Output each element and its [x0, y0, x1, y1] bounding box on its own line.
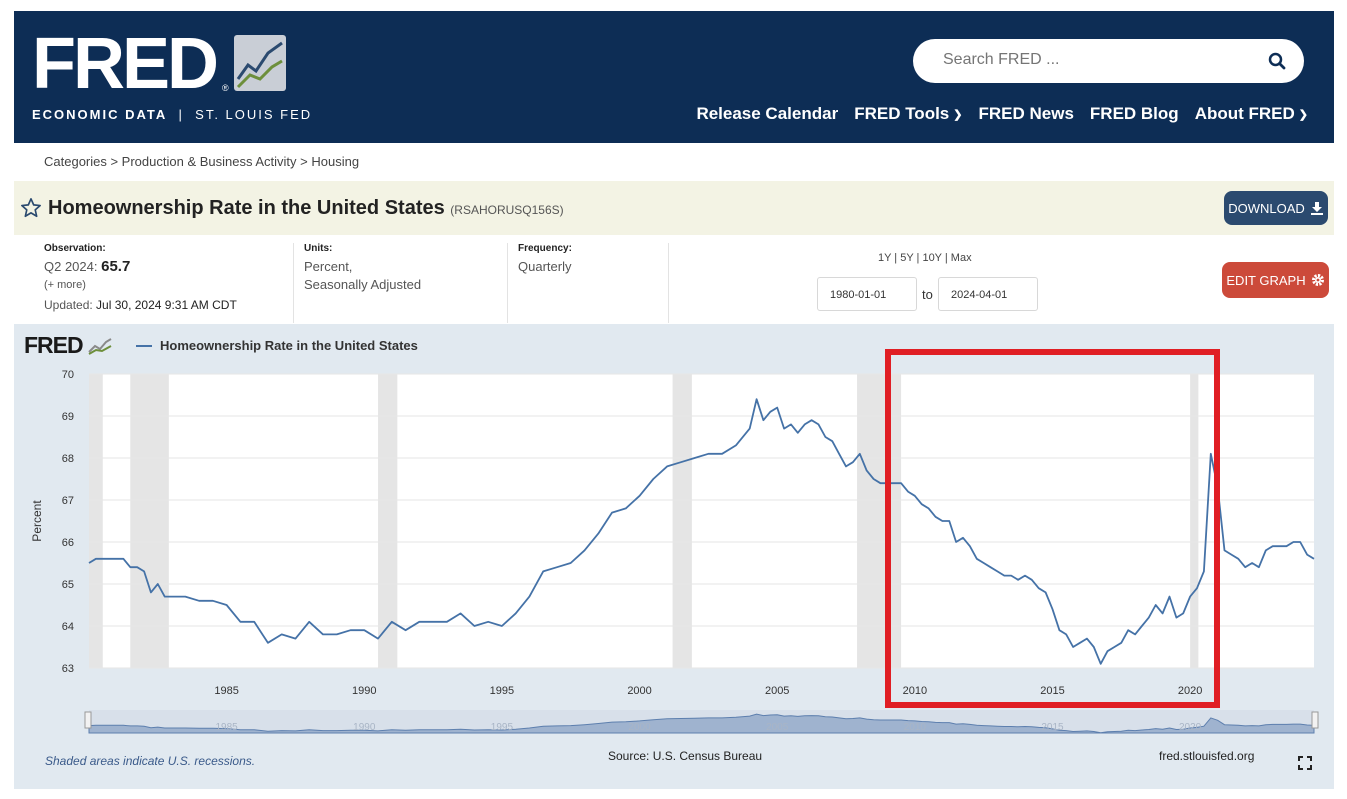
nav-fred-news[interactable]: FRED News: [978, 104, 1074, 123]
x-tick-label: 1990: [352, 685, 376, 697]
search-box[interactable]: [913, 39, 1304, 83]
start-date-input[interactable]: 1980-01-01: [817, 277, 917, 311]
page-title: Homeownership Rate in the United States …: [48, 197, 564, 219]
recession-band: [672, 374, 692, 668]
recession-band: [89, 374, 103, 668]
x-tick-label: 2010: [903, 685, 927, 697]
date-to-label: to: [922, 287, 933, 302]
recession-band: [857, 374, 902, 668]
y-tick-label: 65: [62, 579, 74, 591]
logo-graph-icon: [88, 338, 112, 355]
source-note: Source: U.S. Census Bureau: [608, 749, 763, 763]
logo-graph-icon: [234, 35, 286, 91]
navigator-tick-label: 2015: [1041, 722, 1064, 733]
chart-legend[interactable]: Homeownership Rate in the United States: [136, 338, 418, 353]
series-id: (RSAHORUSQ156S): [450, 203, 564, 217]
chart-panel: FRED Homeownership Rate in the United St…: [14, 324, 1334, 789]
observation-block: Observation: Q2 2024: 65.7 (+ more) Upda…: [44, 243, 237, 312]
series-line: [88, 398, 1315, 665]
end-date-input[interactable]: 2024-04-01: [938, 277, 1038, 311]
x-tick-label: 2020: [1178, 685, 1202, 697]
chevron-down-icon: ❯: [953, 108, 963, 121]
star-icon[interactable]: [20, 197, 42, 219]
y-axis-label: Percent: [30, 500, 44, 542]
x-tick-label: 1985: [214, 685, 238, 697]
fred-logo[interactable]: FRED ® ECONOMIC DATA | ST. LOUIS FED: [32, 24, 310, 128]
chevron-down-icon: ❯: [1298, 108, 1308, 121]
navigator-tick-label: 1995: [491, 722, 514, 733]
series-title-bar: Homeownership Rate in the United States …: [14, 181, 1334, 235]
navigator-handle-right: [1311, 711, 1319, 729]
nav-fred-blog[interactable]: FRED Blog: [1089, 104, 1179, 123]
search-icon[interactable]: [1268, 52, 1286, 70]
edit-graph-button[interactable]: EDIT GRAPH: [1222, 262, 1329, 298]
nav-release-calendar[interactable]: Release Calendar: [696, 104, 839, 123]
y-tick-label: 66: [62, 537, 74, 549]
registered-mark: ®: [222, 83, 229, 93]
recession-band: [130, 374, 169, 668]
plot-area: [89, 374, 1314, 668]
line-chart[interactable]: 63 64 65 66 67 68 69 70 1985 1990 1995 2000 2005 2010…: [14, 324, 1334, 789]
download-button[interactable]: DOWNLOAD: [1224, 191, 1328, 225]
navigator-tick-label: 2020: [1179, 722, 1202, 733]
site-url[interactable]: fred.stlouisfed.org: [1159, 749, 1255, 763]
chart-fred-logo: FRED: [24, 332, 112, 359]
site-header: FRED ® ECONOMIC DATA | ST. LOUIS FED Rel…: [14, 11, 1334, 143]
y-tick-label: 70: [62, 369, 74, 381]
logo-subtitle: ECONOMIC DATA | ST. LOUIS FED: [32, 107, 313, 122]
search-input[interactable]: [943, 51, 1243, 69]
download-icon: [1310, 202, 1323, 215]
x-tick-label: 2005: [765, 685, 789, 697]
nav-about-fred[interactable]: About FRED ❯: [1194, 104, 1308, 123]
observation-value: 65.7: [101, 258, 131, 275]
navigator-series: [88, 713, 1315, 734]
legend-swatch: [136, 344, 152, 347]
frequency-block: Frequency: Quarterly: [518, 243, 572, 274]
navigator-tick-label: 1985: [216, 722, 239, 733]
main-nav: Release Calendar FRED Tools ❯ FRED News F…: [696, 104, 1308, 124]
navigator-handle-left: [84, 711, 92, 729]
fullscreen-icon[interactable]: [1298, 756, 1312, 770]
recession-band: [378, 374, 398, 668]
range-links[interactable]: 1Y | 5Y | 10Y | Max: [878, 252, 972, 264]
navigator-tick-label: 1990: [353, 722, 376, 733]
y-tick-label: 68: [62, 453, 74, 465]
y-tick-label: 69: [62, 411, 74, 423]
gear-icon: [1311, 274, 1324, 286]
units-block: Units: Percent, Seasonally Adjusted: [304, 243, 422, 292]
y-tick-label: 67: [62, 495, 74, 507]
recession-band: [1190, 374, 1199, 668]
divider: [507, 243, 508, 323]
y-tick-label: 64: [62, 621, 74, 633]
y-tick-label: 63: [62, 663, 74, 675]
breadcrumb[interactable]: Categories > Production & Business Activ…: [44, 154, 360, 169]
logo-wordmark: FRED: [32, 24, 219, 104]
nav-fred-tools[interactable]: FRED Tools ❯: [854, 104, 963, 123]
more-link[interactable]: (+ more): [44, 279, 86, 291]
navigator-tick-label: 2010: [904, 722, 927, 733]
recession-note: Shaded areas indicate U.S. recessions.: [45, 754, 256, 768]
x-tick-label: 2000: [627, 685, 651, 697]
x-tick-label: 2015: [1040, 685, 1064, 697]
navigator-tick-label: 2005: [766, 722, 789, 733]
x-tick-label: 1995: [490, 685, 514, 697]
navigator-tick-label: 2000: [628, 722, 651, 733]
divider: [668, 243, 669, 323]
legend-label: Homeownership Rate in the United States: [160, 338, 418, 353]
divider: [293, 243, 294, 323]
highlight-box: [885, 349, 1220, 708]
